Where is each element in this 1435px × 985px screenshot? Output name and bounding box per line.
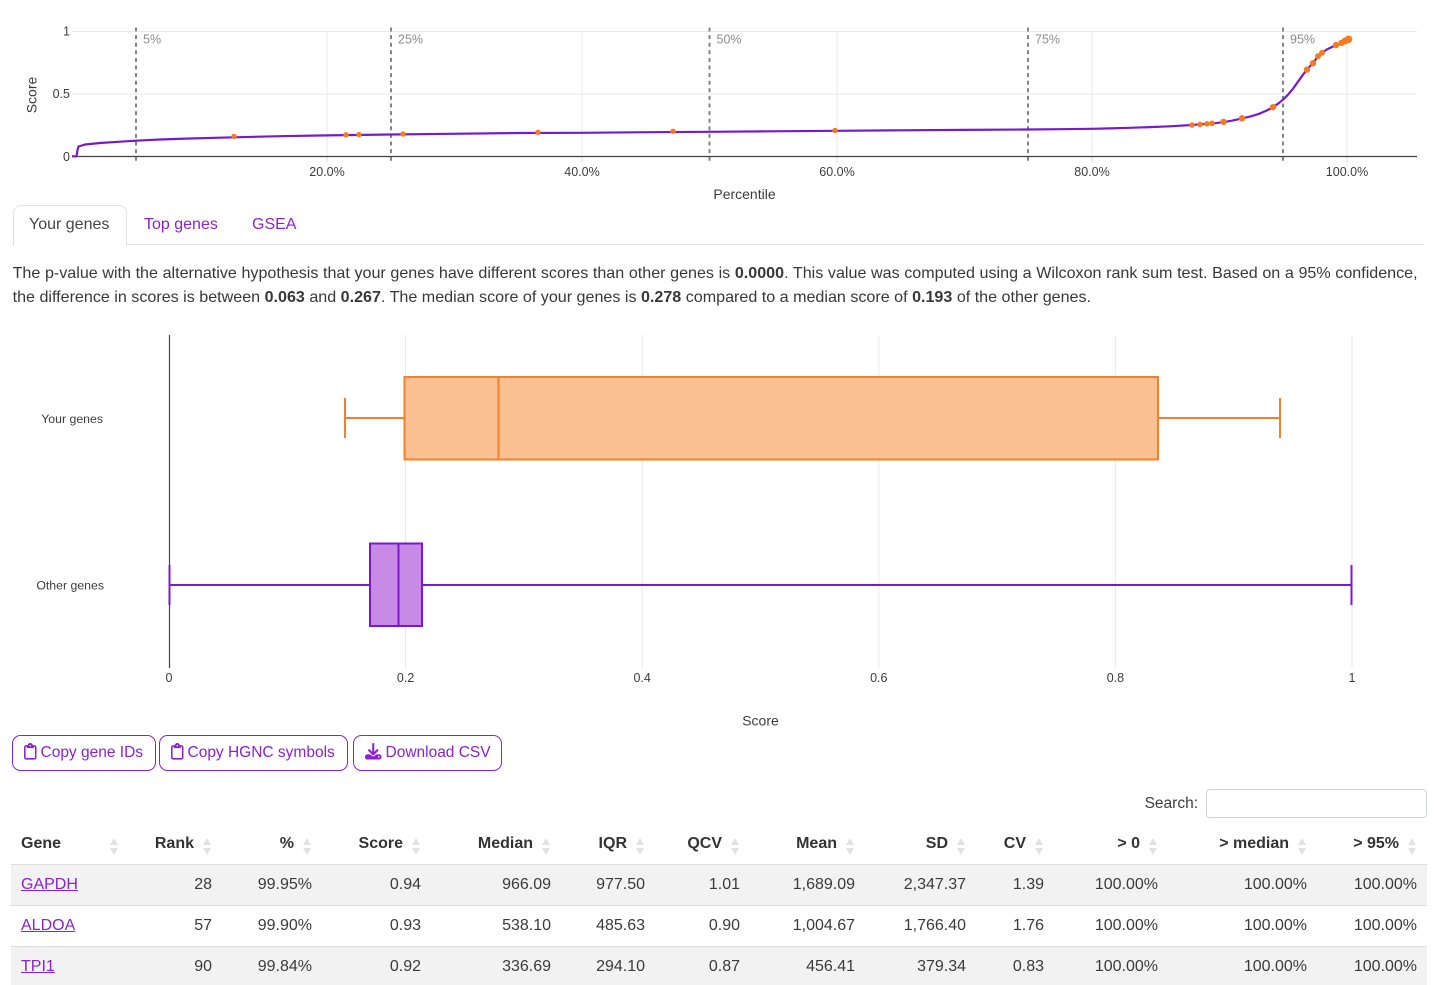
svg-text:0: 0	[166, 671, 173, 685]
svg-text:50%: 50%	[717, 32, 742, 46]
svg-text:5%: 5%	[143, 32, 161, 46]
svg-text:20.0%: 20.0%	[309, 165, 344, 179]
svg-text:0.5: 0.5	[53, 87, 70, 101]
svg-text:60.0%: 60.0%	[819, 165, 854, 179]
svg-text:0.8: 0.8	[1107, 671, 1124, 685]
svg-text:Score: Score	[742, 713, 779, 729]
svg-text:Percentile: Percentile	[713, 186, 775, 202]
svg-text:40.0%: 40.0%	[564, 165, 599, 179]
svg-text:Other genes: Other genes	[36, 578, 104, 592]
svg-text:0: 0	[63, 150, 70, 164]
svg-text:Your genes: Your genes	[41, 412, 103, 426]
svg-text:1: 1	[63, 25, 70, 39]
svg-text:Score: Score	[24, 77, 40, 114]
svg-text:25%: 25%	[398, 32, 423, 46]
svg-text:0.6: 0.6	[870, 671, 887, 685]
svg-text:75%: 75%	[1035, 32, 1060, 46]
svg-text:1: 1	[1349, 671, 1356, 685]
svg-text:100.0%: 100.0%	[1326, 165, 1368, 179]
svg-text:80.0%: 80.0%	[1074, 165, 1109, 179]
svg-text:95%: 95%	[1290, 32, 1315, 46]
svg-text:0.4: 0.4	[634, 671, 651, 685]
svg-text:0.2: 0.2	[397, 671, 414, 685]
